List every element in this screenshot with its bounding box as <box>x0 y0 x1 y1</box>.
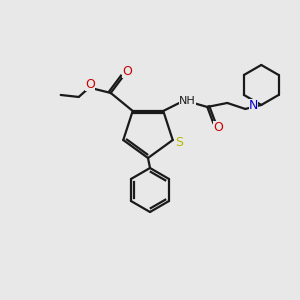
Text: O: O <box>122 65 132 79</box>
Text: S: S <box>175 136 183 148</box>
Text: O: O <box>85 79 95 92</box>
Text: O: O <box>213 122 223 134</box>
Text: NH: NH <box>179 96 196 106</box>
Text: N: N <box>249 100 258 112</box>
